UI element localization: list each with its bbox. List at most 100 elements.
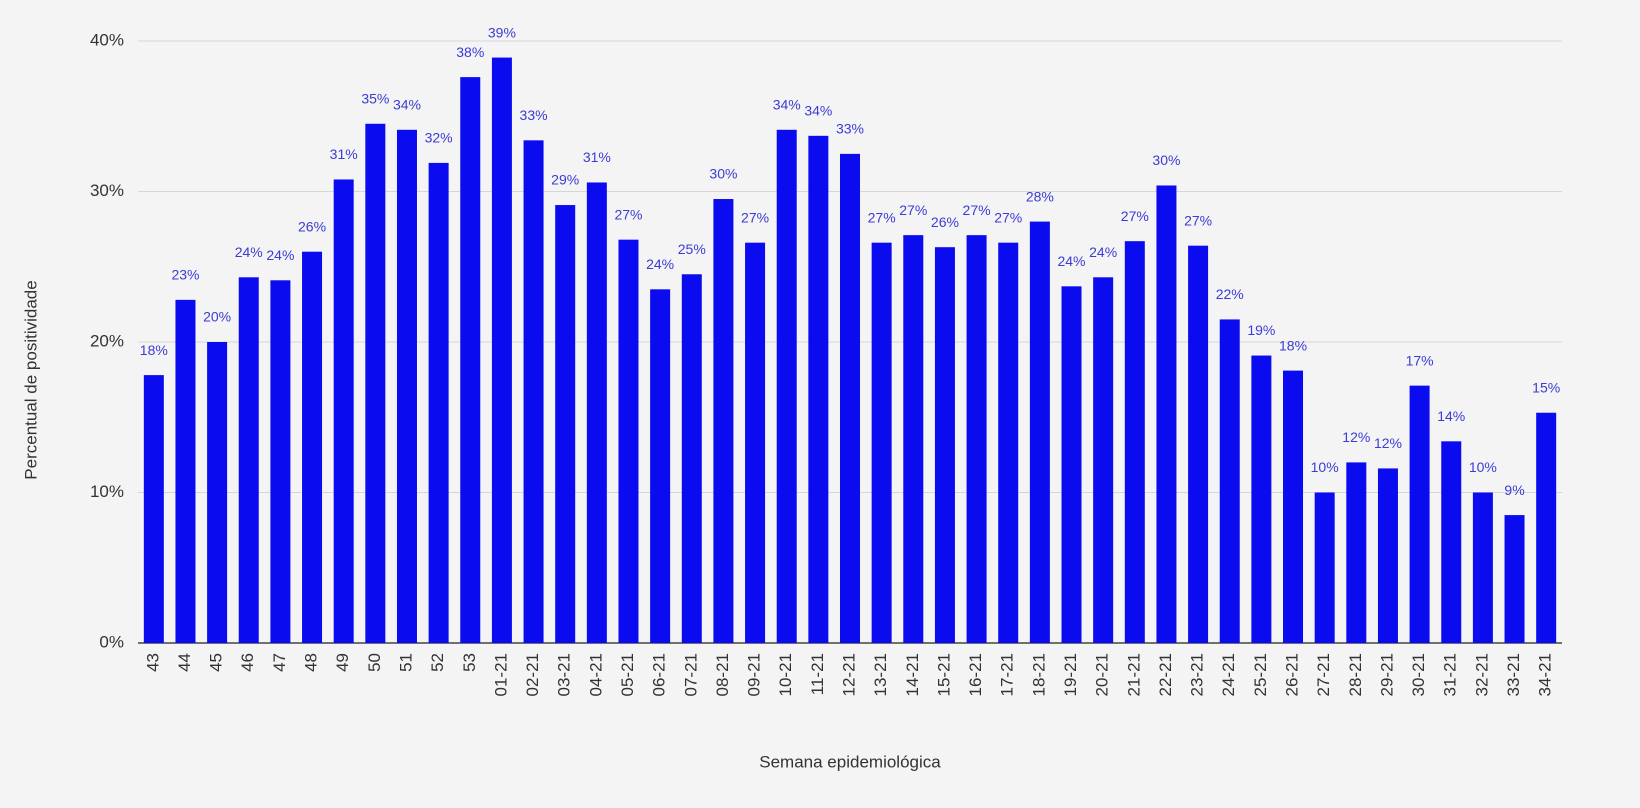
bar bbox=[1377, 468, 1398, 643]
bar bbox=[1029, 221, 1050, 643]
x-tick-label: 19-21 bbox=[1061, 653, 1080, 696]
x-tick-label: 24-21 bbox=[1219, 653, 1238, 696]
bar bbox=[396, 129, 417, 644]
x-tick-label: 08-21 bbox=[713, 653, 732, 696]
bar bbox=[713, 199, 734, 643]
y-tick-label: 0% bbox=[99, 632, 124, 651]
value-label: 24% bbox=[646, 256, 674, 272]
value-label: 32% bbox=[425, 130, 453, 146]
x-tick-label: 45 bbox=[207, 653, 226, 672]
x-tick-label: 34-21 bbox=[1536, 653, 1555, 696]
bar bbox=[1188, 245, 1209, 643]
x-tick-label: 28-21 bbox=[1346, 653, 1365, 696]
x-tick-label: 04-21 bbox=[586, 653, 605, 696]
value-label: 27% bbox=[1121, 208, 1149, 224]
x-tick-label: 50 bbox=[365, 653, 384, 672]
bar bbox=[1219, 319, 1240, 643]
value-label: 34% bbox=[804, 103, 832, 119]
bar bbox=[1409, 385, 1430, 643]
bar bbox=[1472, 492, 1493, 643]
x-tick-label: 16-21 bbox=[966, 653, 985, 696]
value-label: 29% bbox=[551, 172, 579, 188]
x-tick-label: 13-21 bbox=[871, 653, 890, 696]
y-tick-label: 30% bbox=[90, 181, 124, 200]
x-tick-label: 44 bbox=[175, 653, 194, 672]
x-tick-label: 47 bbox=[270, 653, 289, 672]
x-tick-label: 14-21 bbox=[903, 653, 922, 696]
x-tick-label: 29-21 bbox=[1377, 653, 1396, 696]
value-label: 27% bbox=[963, 202, 991, 218]
bar bbox=[143, 375, 164, 643]
value-label: 30% bbox=[1152, 152, 1180, 168]
x-tick-label: 15-21 bbox=[934, 653, 953, 696]
value-label: 12% bbox=[1342, 429, 1370, 445]
x-tick-label: 53 bbox=[460, 653, 479, 672]
x-tick-label: 43 bbox=[143, 653, 162, 672]
x-tick-label: 48 bbox=[302, 653, 321, 672]
value-label: 10% bbox=[1311, 459, 1339, 475]
bar bbox=[934, 247, 955, 643]
bar bbox=[840, 153, 860, 643]
x-tick-label: 01-21 bbox=[491, 653, 510, 696]
x-tick-label: 31-21 bbox=[1441, 653, 1460, 696]
bar bbox=[175, 299, 196, 643]
y-tick-label: 20% bbox=[90, 331, 124, 350]
bar bbox=[270, 280, 291, 643]
value-label: 14% bbox=[1437, 408, 1465, 424]
bar bbox=[1536, 412, 1557, 643]
bar bbox=[618, 239, 639, 643]
x-tick-label: 02-21 bbox=[523, 653, 542, 696]
value-label: 24% bbox=[1057, 253, 1085, 269]
value-label: 38% bbox=[456, 44, 484, 60]
value-label: 27% bbox=[741, 209, 769, 225]
value-label: 39% bbox=[488, 24, 516, 40]
bar bbox=[1124, 241, 1145, 644]
value-label: 18% bbox=[140, 342, 168, 358]
x-tick-label: 30-21 bbox=[1409, 653, 1428, 696]
value-label: 23% bbox=[171, 267, 199, 283]
bar bbox=[681, 274, 702, 643]
value-label: 31% bbox=[583, 149, 611, 165]
x-tick-label: 05-21 bbox=[618, 653, 637, 696]
value-label: 34% bbox=[393, 96, 421, 112]
value-label: 27% bbox=[868, 209, 896, 225]
bar bbox=[333, 179, 354, 643]
bar bbox=[1251, 355, 1272, 643]
value-label: 24% bbox=[235, 244, 263, 260]
value-label: 35% bbox=[361, 90, 389, 106]
x-tick-label: 23-21 bbox=[1188, 653, 1207, 696]
x-tick-label: 32-21 bbox=[1472, 653, 1491, 696]
value-label: 22% bbox=[1216, 286, 1244, 302]
value-label: 15% bbox=[1532, 379, 1560, 395]
value-label: 26% bbox=[931, 214, 959, 230]
x-tick-label: 51 bbox=[396, 653, 415, 672]
x-tick-label: 52 bbox=[428, 653, 447, 672]
value-label: 33% bbox=[836, 121, 864, 137]
x-tick-label: 03-21 bbox=[555, 653, 574, 696]
bar bbox=[207, 342, 228, 643]
bar bbox=[238, 277, 259, 643]
value-label: 27% bbox=[614, 206, 642, 222]
bar bbox=[998, 242, 1019, 644]
value-label: 24% bbox=[266, 247, 294, 263]
bar bbox=[650, 289, 671, 643]
x-tick-label: 46 bbox=[238, 653, 257, 672]
bar bbox=[871, 242, 892, 644]
value-label: 31% bbox=[330, 146, 358, 162]
value-label: 10% bbox=[1469, 459, 1497, 475]
bar bbox=[302, 251, 323, 643]
value-label: 18% bbox=[1279, 337, 1307, 353]
x-tick-label: 11-21 bbox=[808, 653, 827, 695]
bar bbox=[555, 205, 576, 644]
bar bbox=[1093, 277, 1114, 643]
value-label: 26% bbox=[298, 218, 326, 234]
x-tick-label: 27-21 bbox=[1314, 653, 1333, 696]
bar bbox=[1283, 370, 1304, 643]
x-tick-label: 09-21 bbox=[745, 653, 764, 696]
x-tick-label: 06-21 bbox=[650, 653, 669, 696]
value-label: 25% bbox=[678, 241, 706, 257]
bar bbox=[808, 135, 829, 643]
bar bbox=[428, 162, 449, 643]
x-tick-label: 10-21 bbox=[776, 653, 795, 696]
